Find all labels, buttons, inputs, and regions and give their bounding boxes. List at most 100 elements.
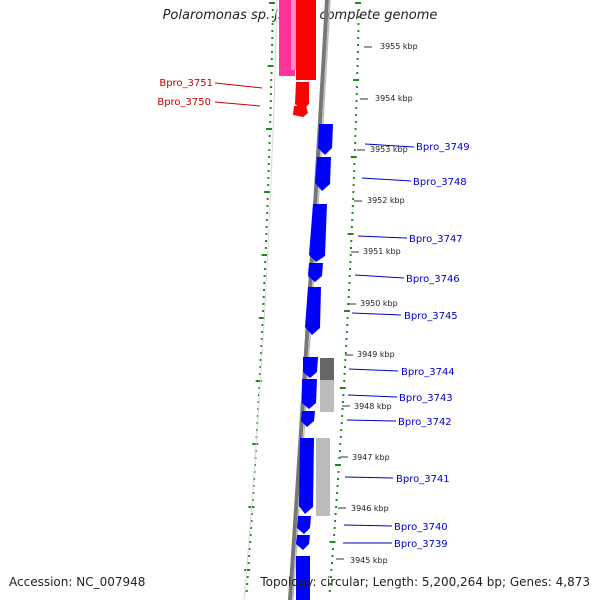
gc-tick (271, 23, 274, 25)
gc-tick (353, 163, 356, 165)
gc-tick (333, 534, 336, 536)
gc-tick (355, 114, 358, 116)
gc-tick (347, 296, 350, 298)
gc-tick (270, 72, 273, 74)
blue-arrow (296, 535, 310, 550)
gc-tick (348, 275, 351, 277)
gc-tick (344, 352, 347, 354)
kbp-label: 3950 kbp (360, 299, 398, 308)
accession-label: Accession: NC_007948 (9, 575, 146, 589)
blue-arrow (297, 516, 311, 534)
gc-tick (336, 485, 339, 487)
gc-tick (352, 177, 355, 179)
gc-tick (329, 541, 336, 543)
gene-label-bpro_3749: Bpro_3749 (416, 142, 470, 153)
gray-feature-dark (320, 358, 334, 380)
gc-skew-track-left (244, 2, 275, 592)
kbp-label: 3945 kbp (350, 556, 388, 565)
gene-label-bpro_3751: Bpro_3751 (159, 78, 213, 89)
label-leader (344, 476, 394, 479)
gc-tick (269, 114, 272, 116)
gc-tick (349, 254, 352, 256)
kbp-scale: 3955 kbp 3954 kbp 3953 kbp 3952 kbp 3951… (336, 42, 418, 565)
forward-strand-features (279, 0, 316, 117)
gc-tick (341, 401, 344, 403)
gray-features (316, 358, 334, 516)
gene-label-bpro_3743: Bpro_3743 (399, 393, 453, 404)
reverse-strand-features (296, 124, 333, 600)
gc-tick (339, 443, 342, 445)
gene-arrow-bpro_3751 (295, 82, 309, 110)
gc-tick (353, 170, 356, 172)
blue-arrow (303, 357, 318, 378)
gc-tick (267, 177, 270, 179)
gc-tick (329, 576, 332, 578)
gc-tick (351, 205, 354, 207)
gc-tick (269, 2, 275, 4)
gc-tick (245, 590, 248, 592)
gc-tick (258, 387, 261, 389)
gc-tick (265, 219, 268, 221)
gc-tick (266, 198, 269, 200)
gc-tick (353, 79, 360, 81)
gc-tick (251, 499, 254, 501)
gc-tick (252, 485, 255, 487)
gc-tick (269, 93, 272, 95)
gc-tick (331, 555, 334, 557)
gc-tick (353, 149, 356, 151)
gc-tick (263, 282, 266, 284)
gene-label-bpro_3745: Bpro_3745 (404, 311, 458, 322)
gc-tick (266, 212, 269, 214)
gc-tick (357, 37, 360, 39)
gc-tick (334, 513, 337, 515)
gc-tick (345, 345, 348, 347)
gc-tick (268, 135, 271, 137)
blue-arrow (318, 124, 333, 155)
label-leader (343, 524, 393, 527)
gc-tick (356, 72, 359, 74)
gc-tick (336, 492, 339, 494)
gc-tick (345, 338, 348, 340)
gc-tick (351, 219, 354, 221)
label-leader (348, 368, 399, 372)
gc-tick (348, 282, 351, 284)
blue-arrow (299, 438, 314, 514)
gc-tick (334, 520, 337, 522)
gc-tick (335, 464, 341, 466)
gc-tick (356, 51, 359, 53)
gc-tick (357, 9, 360, 11)
gc-tick (340, 429, 343, 431)
gc-tick (328, 590, 331, 592)
gc-tick (258, 317, 265, 319)
blue-arrow (308, 263, 323, 282)
gc-tick (249, 534, 252, 536)
gc-tick (267, 65, 274, 67)
gc-tick (354, 128, 357, 130)
gc-tick (261, 324, 264, 326)
gc-tick (271, 16, 274, 18)
gc-tick (250, 527, 252, 529)
gc-tick (268, 149, 271, 151)
gc-tick (271, 37, 274, 39)
label-leader (364, 143, 415, 148)
gc-tick (343, 380, 346, 382)
gc-tick (351, 212, 354, 214)
gc-tick (257, 394, 260, 396)
gc-tick (260, 345, 263, 347)
pink-feature-light (291, 0, 297, 70)
gc-tick (347, 233, 354, 235)
gc-tick (350, 156, 357, 158)
gc-tick (246, 583, 249, 585)
kbp-label: 3953 kbp (370, 145, 408, 154)
kbp-label: 3947 kbp (352, 453, 390, 462)
kbp-label: 3946 kbp (351, 504, 389, 513)
gc-tick (352, 198, 355, 200)
gc-tick (349, 261, 352, 263)
gc-tick (344, 359, 347, 361)
gc-tick (271, 51, 273, 53)
gc-tick (267, 170, 270, 172)
gc-tick (348, 289, 350, 291)
blue-arrow (301, 411, 315, 427)
gc-tick (341, 408, 344, 410)
